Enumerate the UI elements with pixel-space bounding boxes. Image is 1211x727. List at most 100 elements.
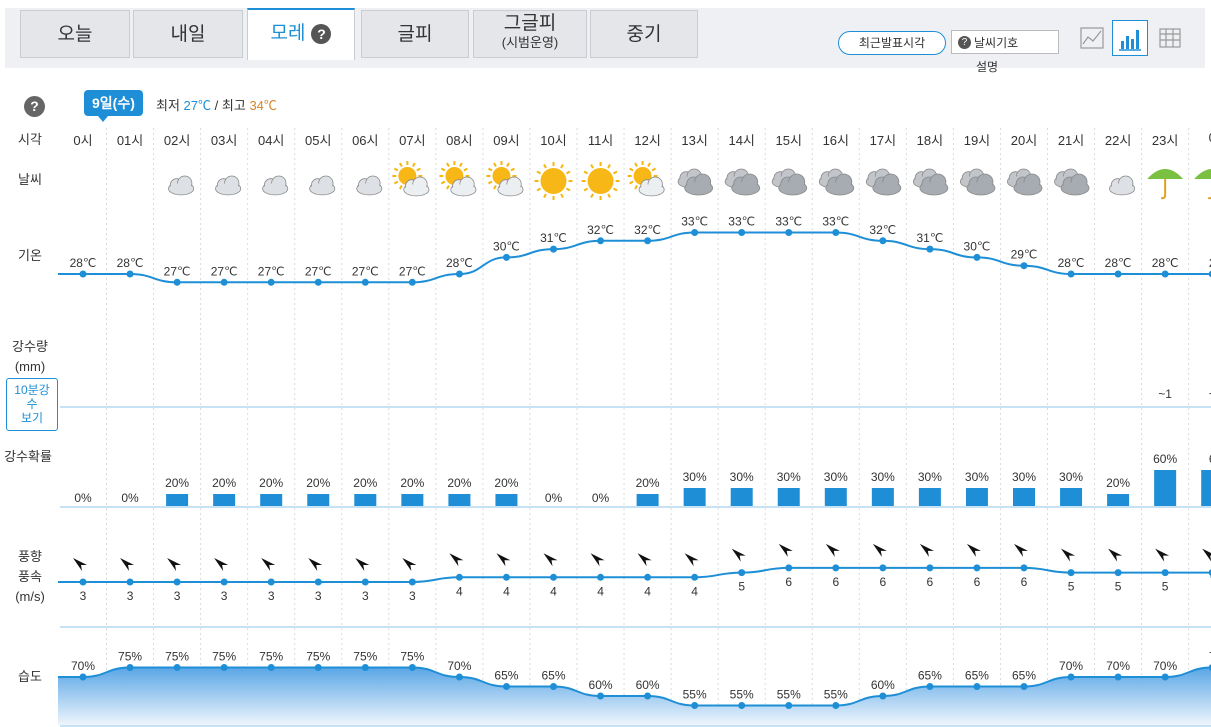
rain-probability-bar xyxy=(777,488,800,506)
humidity-point xyxy=(79,673,87,681)
help-icon[interactable]: ? xyxy=(24,96,45,117)
temperature-point xyxy=(832,229,840,236)
rain-amount-label: ~ xyxy=(1209,387,1211,401)
humidity-point xyxy=(361,664,369,671)
humidity-label: 75% xyxy=(259,650,283,664)
tab-2[interactable]: 내일 xyxy=(133,10,243,58)
temperature-point xyxy=(691,229,699,236)
tab-3[interactable]: 모레? xyxy=(247,8,355,60)
rain-probability-label: 30% xyxy=(730,470,754,484)
wind-speed-label: 3 xyxy=(362,589,369,603)
hour-label: 10시 xyxy=(540,133,567,148)
tab-6[interactable]: 중기 xyxy=(590,10,698,58)
rain-probability-label: 30% xyxy=(1012,470,1036,484)
wind-speed-label: 5 xyxy=(1115,580,1122,594)
temperature-label: 28℃ xyxy=(1152,256,1179,270)
hour-label: 04시 xyxy=(257,133,285,148)
humidity-point xyxy=(1067,673,1075,681)
btn-line2: 수 xyxy=(26,397,38,411)
wind-speed-label: 3 xyxy=(221,589,228,603)
wind-direction-arrow-icon xyxy=(1108,548,1123,562)
hour-label: 06시 xyxy=(352,133,379,148)
recent-release-button[interactable]: 최근발표시각 xyxy=(838,31,946,55)
temperature-label: 33℃ xyxy=(681,215,708,229)
hour-label: 08시 xyxy=(446,133,473,148)
day-partly-cloudy-icon xyxy=(392,161,430,197)
rain-probability-bar xyxy=(401,494,424,506)
wind-direction-arrow-icon xyxy=(543,553,558,567)
rain-probability-bar xyxy=(636,494,659,506)
hour-label: 09시 xyxy=(493,133,520,148)
tab-5[interactable]: 그글피 (시범운영) xyxy=(473,10,587,58)
temperature-point xyxy=(1067,270,1075,278)
bar-graph-icon[interactable] xyxy=(1112,20,1148,56)
temperature-point xyxy=(361,278,369,286)
humidity-label: 55% xyxy=(777,688,801,702)
temperature-label: 27℃ xyxy=(258,264,285,278)
rain-probability-bar xyxy=(1013,488,1035,506)
tab-1[interactable]: 오늘 xyxy=(20,10,130,58)
wind-dir-row-label: 풍향 xyxy=(18,549,42,564)
humidity-point xyxy=(314,664,322,671)
wind-speed-label: 3 xyxy=(268,589,275,603)
rain-probability-bar xyxy=(683,488,706,506)
sunny-icon xyxy=(534,162,573,200)
temperature-point xyxy=(126,270,134,278)
wind-speed-point xyxy=(973,564,981,572)
temperature-label: 32℃ xyxy=(634,223,661,237)
rain-probability-label: 20% xyxy=(259,476,283,490)
weather-symbol-button[interactable]: ? 날씨기호 xyxy=(951,30,1059,54)
rain-probability-label: 20% xyxy=(494,476,518,490)
rain-probability-bar xyxy=(495,494,518,506)
tab-label: 그글피 xyxy=(503,13,557,34)
rain-probability-label: 20% xyxy=(353,476,377,490)
rain-probability-bar xyxy=(260,494,283,506)
tab-label: 내일 xyxy=(170,24,206,45)
temperature-point xyxy=(79,270,87,278)
temperature-label: 28℃ xyxy=(1058,256,1085,270)
hour-label: 23시 xyxy=(1151,133,1179,148)
wind-direction-arrow-icon xyxy=(1155,548,1170,562)
rain-probability-label: 30% xyxy=(965,470,989,484)
wind-speed-point xyxy=(267,578,275,586)
cloudy-icon xyxy=(865,168,902,196)
humidity-label: 65% xyxy=(1012,669,1036,683)
temperature-point xyxy=(267,278,275,286)
wind-direction-arrow-icon xyxy=(167,558,182,571)
wind-direction-arrow-icon xyxy=(1061,548,1076,562)
hour-label: 16시 xyxy=(822,133,849,148)
rain-probability-label: 20% xyxy=(636,476,660,490)
rain-amount-unit: (mm) xyxy=(14,359,46,374)
hour-label: 13시 xyxy=(681,133,708,148)
tab-4[interactable]: 글피 xyxy=(361,10,469,58)
ten-minute-rain-button[interactable]: 10분강 수 보기 xyxy=(6,378,58,431)
tab-label: 중기 xyxy=(626,24,662,45)
temperature-point xyxy=(1114,270,1122,278)
humidity-label: 55% xyxy=(730,688,754,702)
line-graph-icon[interactable] xyxy=(1074,20,1110,56)
temperature-point xyxy=(173,278,181,286)
humidity-point xyxy=(455,673,463,681)
rain-probability-bar xyxy=(213,494,236,506)
help-icon[interactable]: ? xyxy=(311,23,332,44)
rain-probability-bar xyxy=(871,488,894,506)
wind-direction-arrow-icon xyxy=(496,553,511,567)
weather-row-label: 날씨 xyxy=(18,172,42,187)
humidity-label: 60% xyxy=(871,678,895,692)
wind-direction-arrow-icon xyxy=(919,543,934,557)
temperature-point xyxy=(738,229,746,236)
rain-probability-label: 30% xyxy=(683,470,707,484)
humidity-point xyxy=(691,702,699,709)
table-view-icon[interactable] xyxy=(1152,20,1188,56)
day-partly-cloudy-icon xyxy=(486,161,524,197)
wind-speed-point xyxy=(597,573,605,581)
temperature-label: 27℃ xyxy=(164,264,191,278)
wind-speed-point xyxy=(1208,569,1211,576)
temperature-point xyxy=(220,278,228,286)
hour-label: 02시 xyxy=(163,133,191,148)
wind-speed-label: 3 xyxy=(315,589,322,603)
max-temp: 34℃ xyxy=(249,98,277,113)
min-label: 최저 xyxy=(156,98,180,113)
humidity-point xyxy=(173,664,181,671)
